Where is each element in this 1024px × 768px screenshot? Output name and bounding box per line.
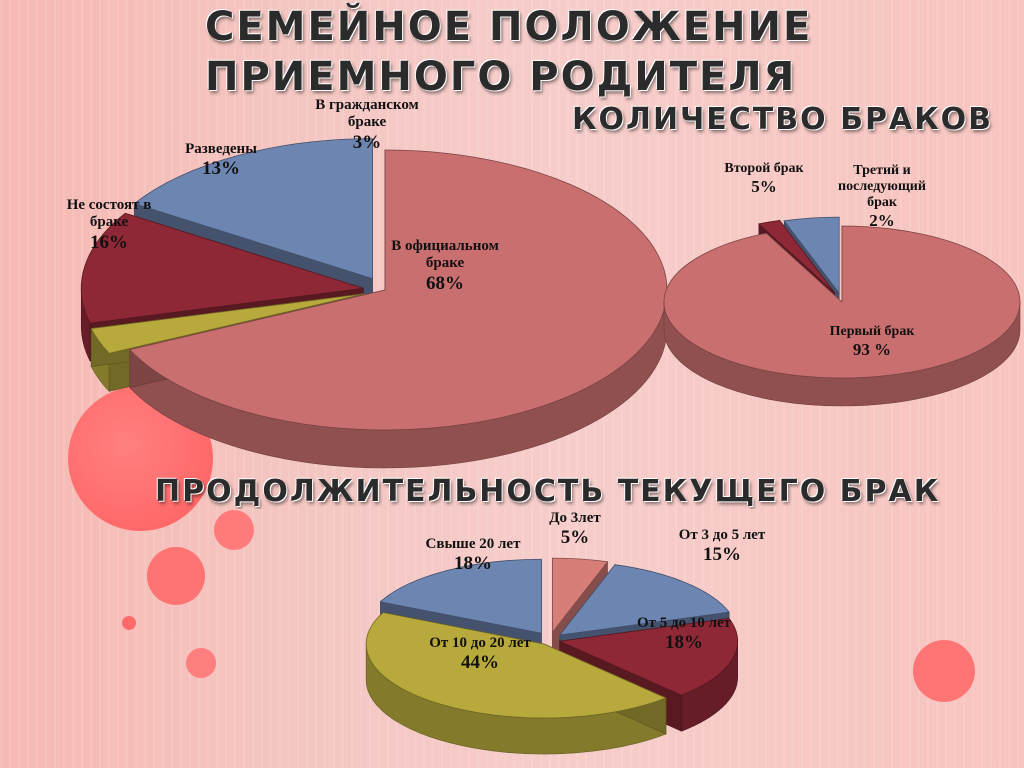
slice-label: Разведены: [185, 141, 257, 157]
slice-label: В официальном браке: [391, 238, 499, 272]
data-label: От 10 до 20 лет 44%: [404, 635, 556, 674]
slice-value: 68%: [426, 272, 464, 294]
pie-slice: [133, 138, 373, 280]
data-label: В официальном браке 68%: [385, 238, 505, 294]
pie-slice: [90, 293, 365, 354]
decorative-circle: [214, 510, 254, 550]
slide-title-line2: ПРИЕМНОГО РОДИТЕЛЯ: [205, 54, 797, 100]
decorative-circle: [913, 640, 975, 702]
slice-label: В гражданском браке: [315, 97, 419, 131]
pie-slice: [129, 149, 668, 431]
pie-chart-2: [663, 216, 1021, 407]
slice-value: 5%: [560, 527, 590, 549]
slice-value: 16%: [90, 231, 128, 253]
decorative-circle: [122, 616, 136, 630]
chart-title-marriage-duration: ПРОДОЛЖИТЕЛЬНОСТЬ ТЕКУЩЕГО БРАК: [155, 474, 941, 509]
slice-value: 93 %: [852, 340, 892, 360]
data-label: Разведены 13%: [170, 141, 272, 180]
data-label: Не состоят в браке 16%: [48, 197, 170, 253]
slice-label: Второй брак: [724, 161, 804, 176]
slice-value: 18%: [454, 553, 492, 575]
decorative-circle: [186, 648, 216, 678]
slice-value: 2%: [869, 211, 895, 231]
slide-title-line1: СЕМЕЙНОЕ ПОЛОЖЕНИЕ: [205, 4, 813, 50]
data-label: Третий и последующий брак 2%: [826, 163, 938, 231]
data-label: До 3лет 5%: [535, 510, 615, 549]
pie-chart-1: [80, 138, 668, 469]
decorative-circle: [147, 547, 205, 605]
slice-label: Третий и последующий брак: [838, 163, 926, 211]
pie-slice: [80, 212, 364, 324]
slice-label: Первый брак: [829, 324, 915, 339]
slice-value: 3%: [352, 131, 382, 153]
pie-slice: [783, 216, 840, 295]
slice-value: 5%: [751, 177, 777, 197]
slice-value: 44%: [461, 652, 499, 674]
data-label: Первый брак 93 %: [812, 324, 932, 360]
data-label: В гражданском браке 3%: [307, 97, 427, 153]
pie-slice: [558, 617, 739, 696]
slice-value: 18%: [665, 632, 703, 654]
pie-slice: [558, 564, 730, 636]
pie-slice: [365, 612, 668, 719]
slice-value: 13%: [202, 158, 240, 180]
pie-chart-3: [365, 557, 739, 755]
slice-label: Свыше 20 лет: [425, 536, 521, 552]
slice-label: От 3 до 5 лет: [678, 527, 766, 543]
data-label: От 5 до 10 лет 18%: [616, 615, 752, 654]
pie-slice: [552, 557, 609, 634]
slice-label: От 5 до 10 лет: [636, 615, 732, 631]
slice-label: Не состоят в браке: [66, 197, 152, 231]
pie-slice: [757, 219, 835, 293]
data-label: От 3 до 5 лет 15%: [656, 527, 788, 566]
pie-slice: [663, 225, 1021, 379]
slice-label: До 3лет: [549, 510, 601, 526]
pie-slice: [379, 558, 542, 634]
slice-label: От 10 до 20 лет: [429, 635, 531, 651]
data-label: Второй брак 5%: [712, 161, 816, 197]
slice-value: 15%: [703, 544, 741, 566]
chart-title-marriages-count: КОЛИЧЕСТВО БРАКОВ: [572, 102, 994, 137]
data-label: Свыше 20 лет 18%: [406, 536, 540, 575]
